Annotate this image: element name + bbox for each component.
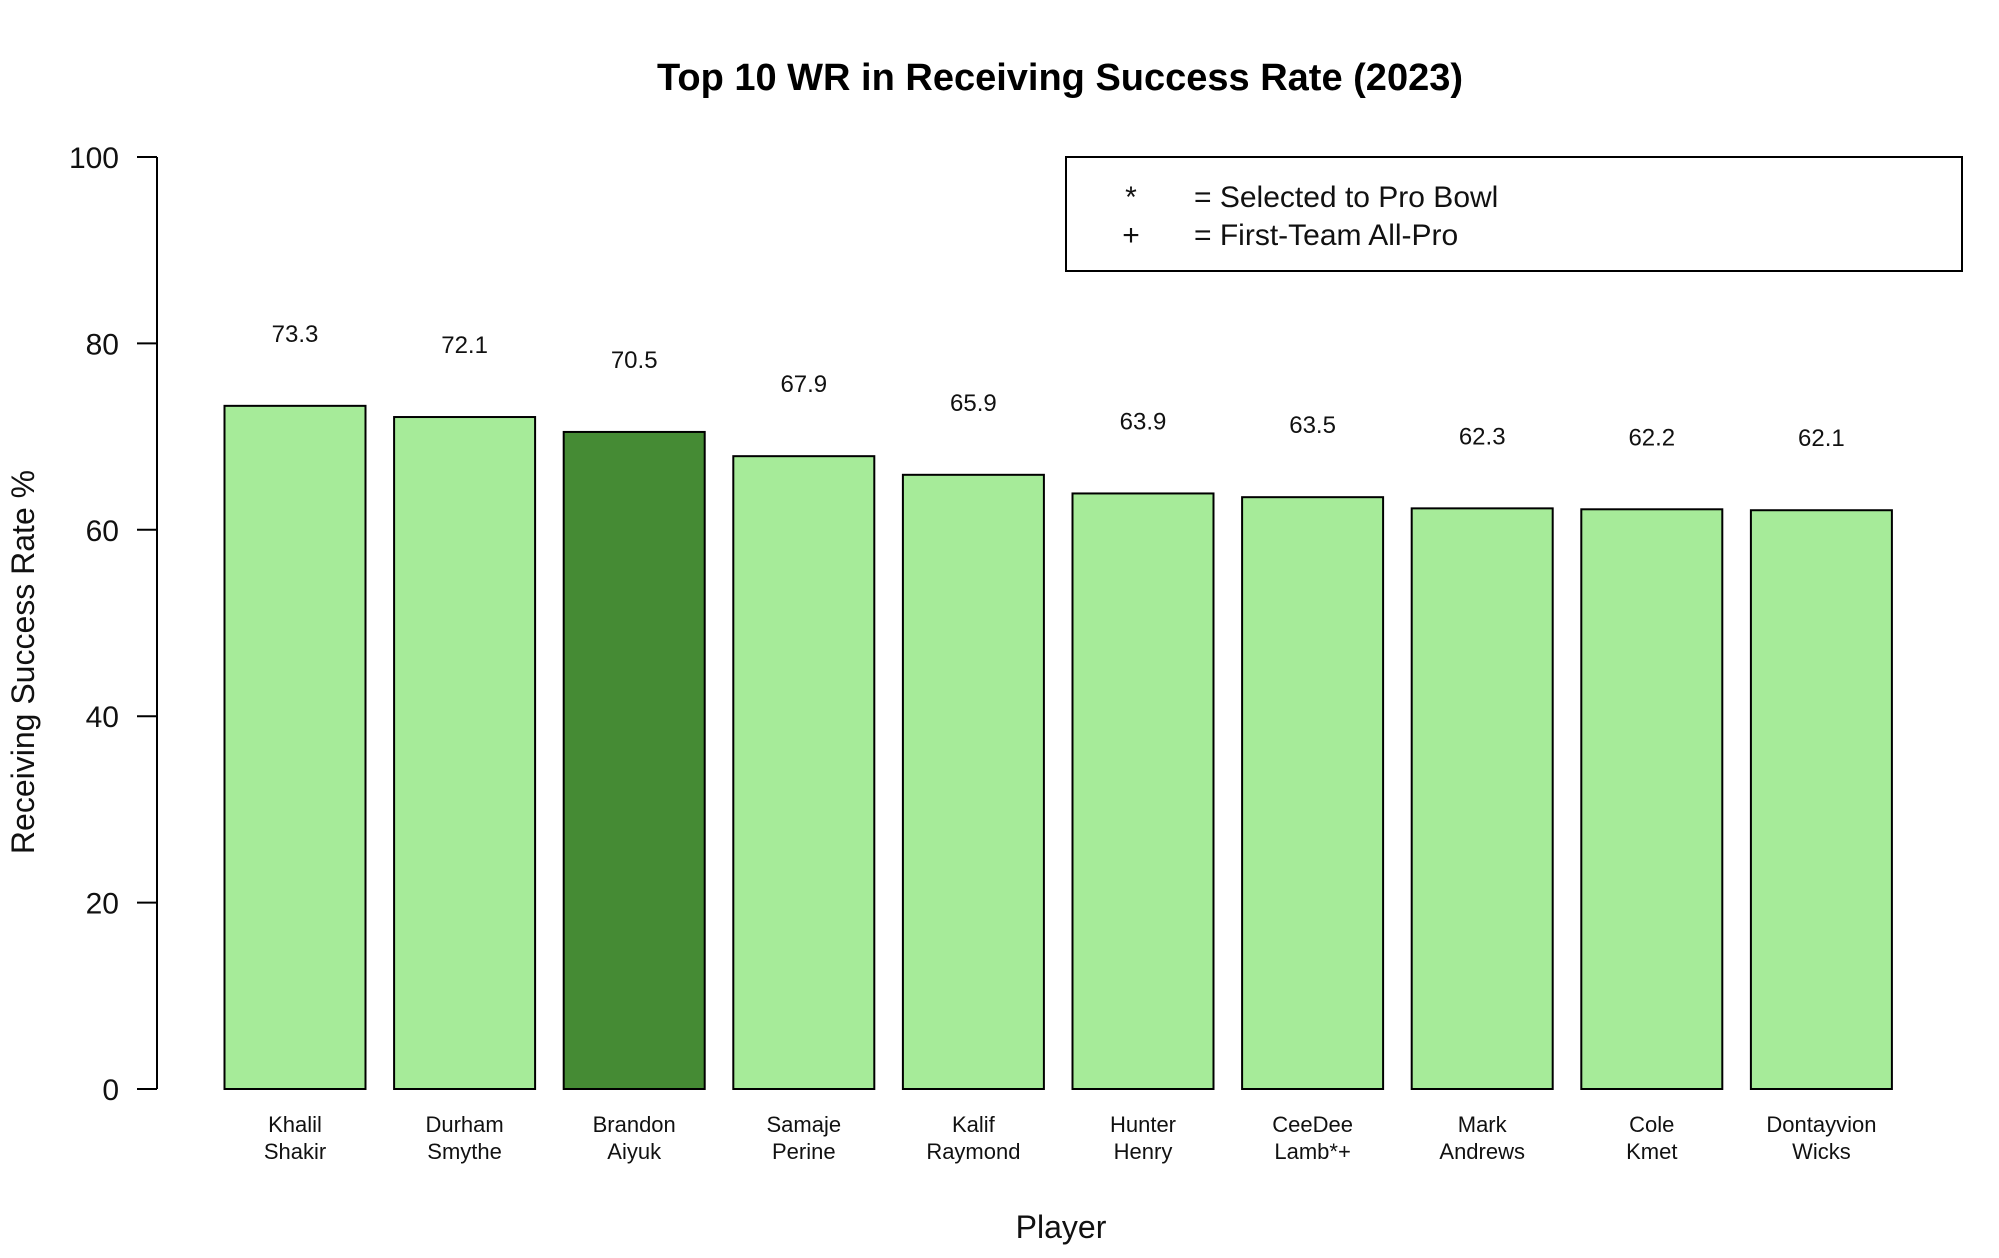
legend: * = Selected to Pro Bowl + = First-Team … [1065,156,1963,272]
y-tick-label: 20 [86,888,119,921]
y-axis: 0 20 40 60 80 100 [69,142,158,1107]
bar-value-label: 63.5 [1289,412,1336,439]
x-tick-label: Perine [772,1139,836,1164]
x-tick-label: Raymond [926,1139,1020,1164]
bar [562,430,706,1090]
x-tick-label: Samaje [767,1112,842,1137]
bar [1580,508,1724,1090]
bar [1241,496,1385,1090]
value-labels: 73.3 72.1 70.5 67.9 65.9 63.9 63.5 62.3 62.2 62.1 [272,321,1845,452]
bar [732,455,876,1090]
x-tick-label: Dontayvion [1766,1112,1876,1137]
bar-value-label: 63.9 [1120,408,1167,435]
x-axis-label: Player [1016,1209,1107,1245]
bar-value-label: 67.9 [780,371,827,398]
x-tick-label: Aiyuk [607,1139,662,1164]
x-tick-label: Shakir [264,1139,326,1164]
x-tick-label: Smythe [427,1139,502,1164]
x-tick-label: Khalil [268,1112,322,1137]
legend-text-pro-bowl: = Selected to Pro Bowl [1194,181,1498,214]
bar [223,404,367,1090]
x-tick-label: Hunter [1110,1112,1176,1137]
x-tick-label: Cole [1629,1112,1674,1137]
x-tick-label: Mark [1458,1112,1508,1137]
x-tick-label: Kalif [952,1112,996,1137]
bar-value-label: 62.3 [1459,423,1506,450]
y-axis-label: Receiving Success Rate % [5,470,41,854]
bar [393,416,537,1090]
x-tick-label: Henry [1114,1139,1173,1164]
y-tick-label: 100 [69,142,119,175]
y-tick-label: 40 [86,701,119,734]
legend-text-all-pro: = First-Team All-Pro [1194,219,1458,252]
bar [1071,492,1215,1090]
bar [901,473,1045,1090]
x-tick-label: Lamb*+ [1274,1139,1350,1164]
x-tick-label: CeeDee [1272,1112,1353,1137]
bar-value-label: 70.5 [611,347,658,374]
y-tick-label: 60 [86,515,119,548]
chart-title: Top 10 WR in Receiving Success Rate (202… [657,57,1463,99]
y-tick-label: 80 [86,328,119,361]
x-tick-label: Wicks [1792,1139,1851,1164]
legend-box [1065,156,1963,272]
bar-value-label: 62.2 [1628,424,1675,451]
bar-value-label: 73.3 [272,321,319,348]
bar-value-label: 72.1 [441,332,488,359]
legend-symbol-all-pro: + [1122,219,1140,252]
x-tick-label: Brandon [593,1112,676,1137]
x-tick-label: Andrews [1439,1139,1525,1164]
x-tick-label: Kmet [1626,1139,1677,1164]
x-tick-label: Durham [425,1112,503,1137]
legend-symbol-pro-bowl: * [1125,181,1137,214]
bar [1410,507,1554,1090]
bar [1749,509,1893,1090]
bars [223,404,1893,1090]
bar-value-label: 65.9 [950,390,997,417]
bar-value-label: 62.1 [1798,425,1845,452]
y-tick-label: 0 [102,1074,119,1107]
